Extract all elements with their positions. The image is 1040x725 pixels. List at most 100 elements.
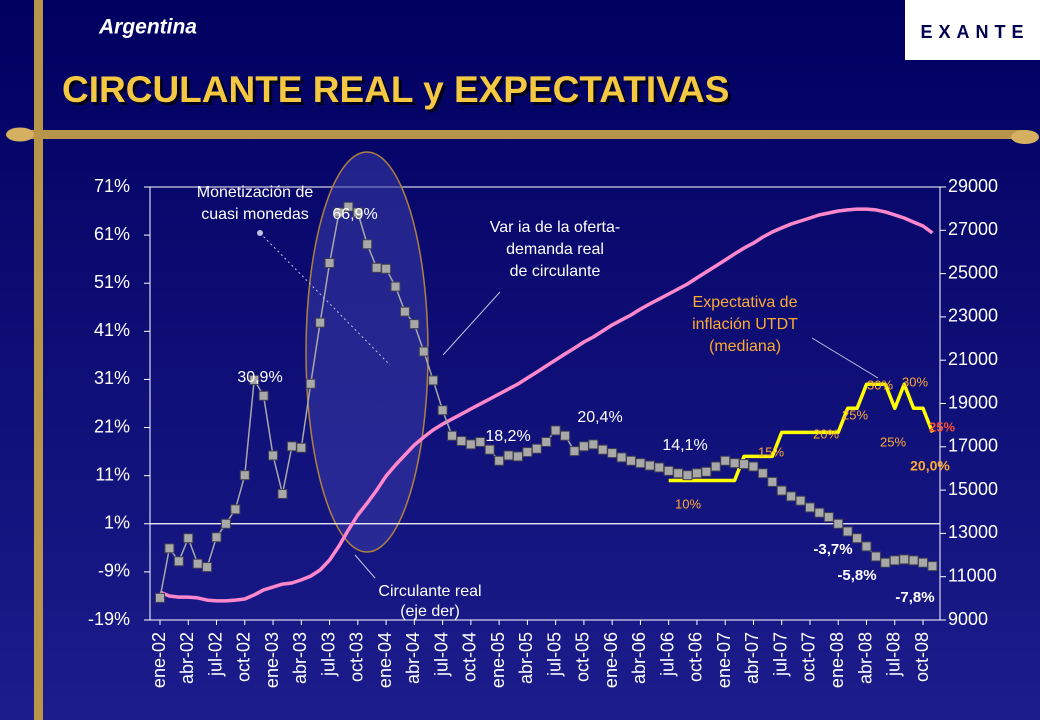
data-point bbox=[823, 512, 834, 523]
x-tick-label: jul-08 bbox=[884, 632, 904, 677]
data-point bbox=[343, 201, 354, 212]
data-point bbox=[673, 468, 684, 479]
annotation: 30% bbox=[902, 374, 928, 389]
data-point bbox=[870, 551, 881, 562]
data-point bbox=[268, 450, 279, 461]
data-point bbox=[465, 439, 476, 450]
annotation: 20,0% bbox=[910, 458, 950, 474]
x-tick-label: ene-06 bbox=[601, 632, 621, 688]
data-point bbox=[786, 491, 797, 502]
bar-end bbox=[1011, 130, 1039, 144]
annotation: 20,4% bbox=[577, 409, 622, 426]
x-tick-label: ene-07 bbox=[714, 632, 734, 688]
y-tick-label: 51% bbox=[94, 272, 130, 292]
data-point bbox=[399, 306, 410, 317]
data-point bbox=[663, 465, 674, 476]
x-tick-label: ene-05 bbox=[488, 632, 508, 688]
data-point bbox=[286, 441, 297, 452]
annotation: demanda real bbox=[506, 241, 604, 258]
annotation: Var ia de la oferta- bbox=[490, 219, 620, 236]
data-point bbox=[296, 442, 307, 453]
data-point bbox=[852, 533, 863, 544]
annotation: Expectativa de bbox=[693, 294, 798, 311]
data-point bbox=[776, 485, 787, 496]
data-point bbox=[842, 526, 853, 537]
x-tick-label: oct-06 bbox=[686, 632, 706, 682]
data-point bbox=[560, 430, 571, 441]
data-point bbox=[381, 263, 392, 274]
annotation: 18,2% bbox=[485, 428, 530, 445]
data-point bbox=[908, 555, 919, 566]
pointer bbox=[259, 232, 391, 366]
annotation: Monetización de bbox=[197, 184, 314, 201]
data-point bbox=[861, 541, 872, 552]
annotation: 25% bbox=[842, 407, 868, 422]
logo: EXANTE bbox=[920, 22, 1029, 42]
data-point bbox=[305, 378, 316, 389]
x-tick-label: ene-04 bbox=[375, 632, 395, 688]
annotation: -3,7% bbox=[813, 541, 852, 558]
y-tick-label: 61% bbox=[94, 224, 130, 244]
y-tick-label: 71% bbox=[94, 176, 130, 196]
data-point bbox=[164, 543, 175, 554]
series-line bbox=[668, 382, 935, 483]
annotation: (mediana) bbox=[709, 338, 781, 355]
chart-title: CIRCULANTE REAL y EXPECTATIVAS bbox=[62, 69, 729, 110]
annotation: 30,9% bbox=[237, 369, 282, 386]
data-point bbox=[155, 592, 165, 603]
vertical-bar bbox=[34, 0, 43, 720]
data-point bbox=[503, 450, 514, 461]
y-tick-label: 31% bbox=[94, 368, 130, 388]
y2-tick-label: 27000 bbox=[948, 219, 998, 239]
y-tick-label: 41% bbox=[94, 320, 130, 340]
data-point bbox=[456, 436, 467, 447]
data-point bbox=[597, 444, 608, 455]
data-point bbox=[390, 281, 401, 292]
data-point bbox=[220, 518, 231, 529]
data-point bbox=[484, 444, 495, 455]
data-point bbox=[192, 558, 203, 569]
x-tick-label: jul-03 bbox=[318, 632, 338, 677]
data-point bbox=[720, 455, 731, 466]
data-point bbox=[739, 459, 750, 470]
annotation: 30% bbox=[867, 377, 893, 392]
data-point bbox=[315, 317, 326, 328]
data-point bbox=[352, 207, 363, 218]
data-point bbox=[550, 425, 561, 436]
annotation: -5,8% bbox=[837, 567, 876, 584]
data-point bbox=[211, 532, 222, 543]
data-point bbox=[362, 239, 373, 250]
data-point bbox=[258, 390, 269, 401]
pointer bbox=[354, 554, 376, 579]
data-point bbox=[833, 518, 844, 529]
x-tick-label: abr-08 bbox=[855, 632, 875, 684]
data-point bbox=[654, 462, 665, 473]
data-point bbox=[531, 443, 542, 454]
y-tick-label: -19% bbox=[88, 609, 130, 629]
data-point bbox=[418, 346, 429, 357]
data-point bbox=[795, 495, 806, 506]
logo-box bbox=[905, 0, 1040, 60]
x-tick-label: jul-04 bbox=[431, 632, 451, 677]
data-point bbox=[437, 405, 448, 416]
x-tick-label: ene-02 bbox=[149, 632, 169, 688]
x-tick-label: oct-08 bbox=[912, 632, 932, 682]
data-point bbox=[494, 455, 505, 466]
plot: -19% -9% 1% 11% 21% 31% 41% 51% 61% 71% 9000 11000 1… bbox=[88, 176, 998, 688]
data-point bbox=[512, 451, 523, 462]
y2-tick-label: 25000 bbox=[948, 262, 998, 282]
annotation: inflación UTDT bbox=[692, 316, 798, 333]
data-point bbox=[428, 375, 439, 386]
y2-tick-label: 11000 bbox=[948, 565, 997, 585]
data-point bbox=[616, 452, 627, 463]
x-tick-label: jul-06 bbox=[657, 632, 677, 677]
data-point bbox=[804, 502, 815, 513]
annotation: cuasi monedas bbox=[201, 206, 309, 223]
series-line bbox=[159, 207, 934, 603]
data-point bbox=[230, 504, 241, 515]
y2-tick-label: 9000 bbox=[948, 609, 988, 629]
data-point bbox=[927, 561, 938, 572]
horizontal-bar bbox=[20, 130, 1030, 139]
